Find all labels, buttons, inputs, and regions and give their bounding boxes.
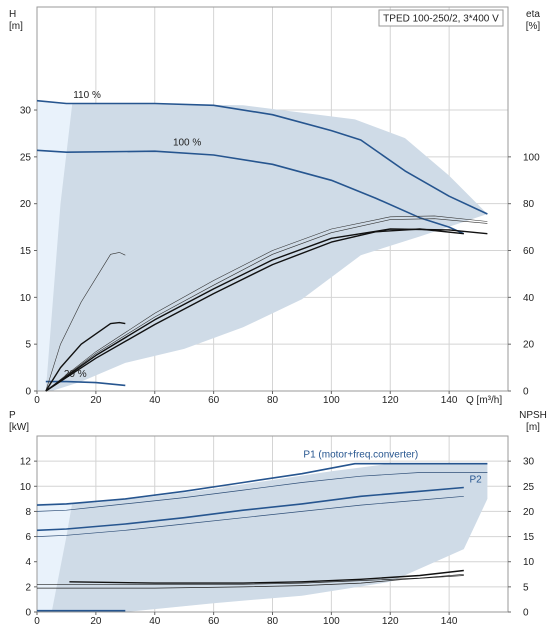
head-ytick-right-label-100: 100 (523, 152, 540, 163)
power-xtick-label-40: 40 (149, 616, 161, 626)
power-ytick-label-12: 12 (20, 457, 32, 468)
head-ytick-label-20: 20 (20, 199, 32, 210)
power-ytick-right-label-25: 25 (523, 482, 535, 493)
power-ytick-right-label-0: 0 (523, 608, 529, 619)
power-ylabel-right-line1: NPSH (519, 410, 547, 421)
head-series-line-5 (45, 215, 488, 392)
head-xtick-label-100: 100 (323, 395, 340, 406)
head-xlabel: Q [m³/h] (466, 395, 502, 406)
power-ytick-right-label-30: 30 (523, 457, 535, 468)
head-xtick-label-140: 140 (441, 395, 458, 406)
head-xtick-label-120: 120 (382, 395, 399, 406)
power-ylabel-left-line1: P (9, 410, 16, 421)
head-series-line-4 (45, 321, 126, 392)
head-ytick-right-label-60: 60 (523, 246, 535, 257)
head-light-band (37, 100, 73, 391)
head-ytick-right-label-40: 40 (523, 293, 535, 304)
power-ytick-label-6: 6 (25, 532, 31, 543)
power-ylabel-right-line2: [m] (526, 422, 540, 433)
head-operating-area (37, 100, 488, 391)
head-ytick-label-5: 5 (25, 340, 31, 351)
head-ytick-label-0: 0 (25, 387, 31, 398)
head-ylabel-right-line2: [%] (526, 21, 541, 32)
head-series-label-2: 20 % (64, 369, 87, 380)
head-series-line-8 (45, 228, 464, 392)
power-xtick-label-0: 0 (34, 616, 40, 626)
power-ytick-label-10: 10 (20, 482, 32, 493)
head-ytick-right-label-80: 80 (523, 199, 535, 210)
head-ytick-label-25: 25 (20, 152, 32, 163)
power-xtick-label-60: 60 (208, 616, 220, 626)
power-ytick-label-8: 8 (25, 507, 31, 518)
head-title-box (378, 9, 504, 27)
head-ylabel-left-line1: H (9, 9, 16, 20)
head-series-label-0: 110 % (73, 90, 101, 101)
power-series-line-6 (37, 575, 464, 589)
power-xtick-label-20: 20 (90, 616, 102, 626)
head-xtick-label-0: 0 (34, 395, 40, 406)
head-ytick-label-10: 10 (20, 293, 32, 304)
head-xtick-label-40: 40 (149, 395, 161, 406)
head-ytick-label-30: 30 (20, 106, 32, 117)
power-ytick-right-label-20: 20 (523, 507, 535, 518)
head-ytick-label-15: 15 (20, 246, 32, 257)
power-series-label-1: P2 (470, 475, 483, 486)
power-series-line-2 (36, 472, 488, 512)
power-xtick-label-100: 100 (323, 616, 340, 626)
power-series-label-0: P1 (motor+freq.converter) (303, 449, 418, 460)
power-series-line-3 (36, 495, 464, 537)
head-series-line-2 (45, 380, 126, 387)
power-ytick-label-0: 0 (25, 608, 31, 619)
power-operating-area (37, 463, 488, 612)
power-ytick-label-4: 4 (25, 557, 31, 568)
power-xtick-label-80: 80 (267, 616, 279, 626)
power-series-line-1 (36, 486, 464, 532)
power-ylabel-left-line2: [kW] (9, 422, 29, 433)
head-ytick-right-label-0: 0 (523, 387, 529, 398)
power-xtick-label-140: 140 (441, 616, 458, 626)
power-xtick-label-120: 120 (382, 616, 399, 626)
head-xtick-label-80: 80 (267, 395, 279, 406)
power-ytick-right-label-10: 10 (523, 557, 535, 568)
power-ytick-right-label-15: 15 (523, 532, 535, 543)
power-ytick-right-label-5: 5 (523, 582, 529, 593)
head-xtick-label-20: 20 (90, 395, 102, 406)
power-series-line-0 (36, 462, 488, 506)
power-ytick-label-2: 2 (25, 582, 31, 593)
head-series-line-3 (45, 252, 126, 392)
head-xtick-label-60: 60 (208, 395, 220, 406)
head-series-line-6 (45, 218, 488, 392)
head-series-line-0 (36, 99, 488, 215)
head-ylabel-left-line2: [m] (9, 21, 23, 32)
head-series-label-1: 100 % (173, 138, 201, 149)
head-series-line-1 (36, 149, 465, 235)
head-ytick-right-label-20: 20 (523, 340, 535, 351)
head-chart-title: TPED 100-250/2, 3*400 V (383, 14, 499, 25)
power-series-line-4 (69, 569, 464, 584)
head-ylabel-right-line1: eta (526, 9, 540, 20)
